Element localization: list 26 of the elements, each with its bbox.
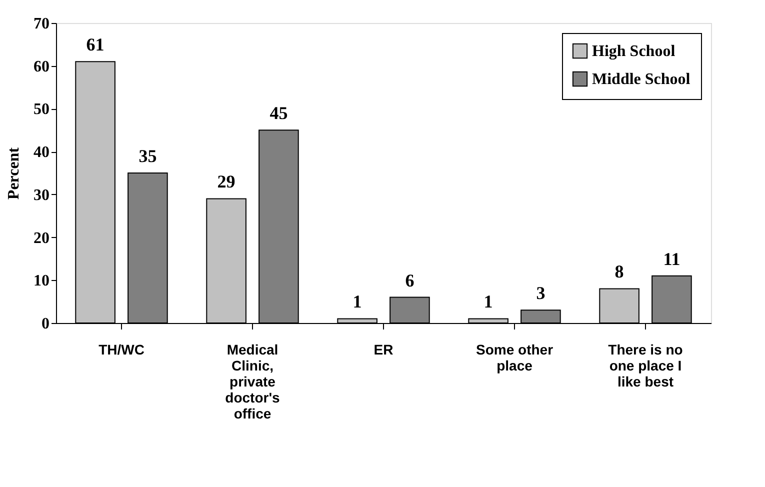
data-label: 6 [405, 270, 414, 290]
data-label: 11 [663, 248, 680, 269]
x-tick-label: ER [374, 342, 394, 358]
y-axis-title: Percent [6, 146, 22, 200]
data-label: 1 [352, 292, 362, 312]
y-tick-label: 70 [34, 16, 50, 32]
y-tick-label: 60 [34, 58, 50, 76]
y-tick-label: 30 [34, 186, 50, 204]
legend-label: Middle School [592, 71, 691, 88]
legend-label: High School [592, 43, 676, 60]
data-label: 1 [484, 292, 493, 312]
y-tick-label: 0 [42, 316, 50, 332]
y-tick-label: 10 [34, 272, 50, 290]
x-tick-label: There is no one place I like best [608, 342, 683, 390]
data-label: 8 [614, 262, 624, 282]
data-label: 35 [138, 146, 157, 166]
y-tick-label: 50 [34, 101, 50, 118]
data-label: 29 [217, 172, 236, 192]
y-tick-label: 40 [34, 144, 50, 162]
data-label: 61 [86, 34, 104, 55]
x-tick-label: TH/WC [98, 342, 144, 358]
x-tick-label: Some other place [476, 342, 554, 374]
y-tick-label: 20 [34, 230, 50, 247]
x-tick-label: Medical Clinic, private doctor's office [225, 342, 280, 422]
data-label: 3 [536, 283, 546, 304]
data-label: 45 [270, 103, 288, 124]
